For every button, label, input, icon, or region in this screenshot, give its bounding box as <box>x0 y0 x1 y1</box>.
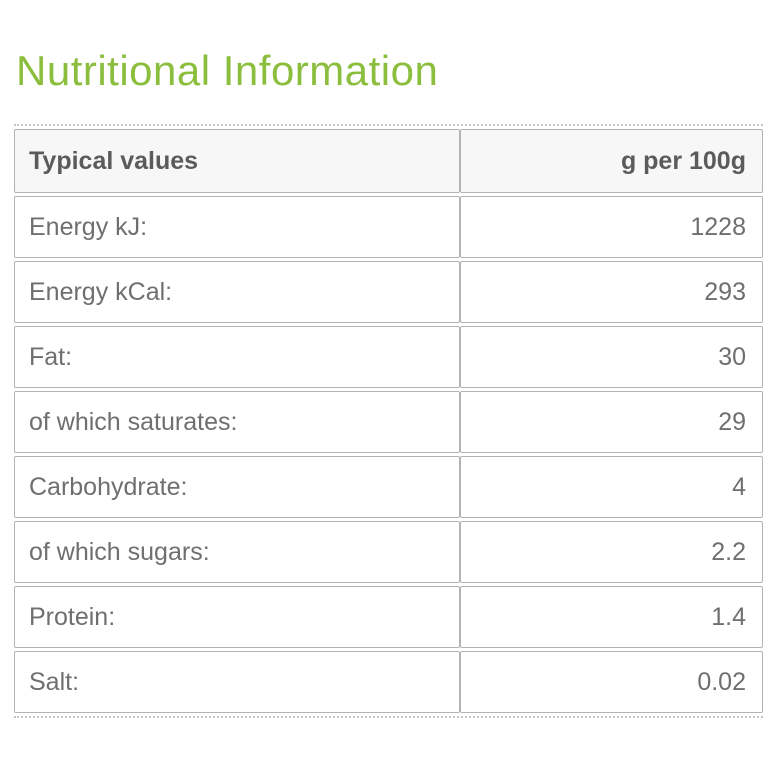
nutrient-value: 1228 <box>460 196 763 259</box>
table-row: of which sugars: 2.2 <box>14 521 763 584</box>
table-row: Energy kJ: 1228 <box>14 196 763 259</box>
nutrient-label: Protein: <box>14 586 460 649</box>
table-row: Protein: 1.4 <box>14 586 763 649</box>
nutrient-label: Carbohydrate: <box>14 456 460 519</box>
nutrient-label: Fat: <box>14 326 460 389</box>
nutrition-table: Typical values g per 100g Energy kJ: 122… <box>14 124 763 719</box>
header-row: Typical values g per 100g <box>14 129 763 194</box>
nutrient-value: 30 <box>460 326 763 389</box>
nutrient-value: 4 <box>460 456 763 519</box>
nutrient-label: of which saturates: <box>14 391 460 454</box>
nutrition-table-header: Typical values g per 100g <box>14 129 763 194</box>
nutrition-page: Nutritional Information Typical values g… <box>0 47 784 784</box>
nutrient-value: 0.02 <box>460 651 763 714</box>
table-row: Salt: 0.02 <box>14 651 763 714</box>
nutrient-value: 1.4 <box>460 586 763 649</box>
table-row: of which saturates: 29 <box>14 391 763 454</box>
nutrient-value: 29 <box>460 391 763 454</box>
nutrient-label: Salt: <box>14 651 460 714</box>
column-header-typical-values: Typical values <box>14 129 460 194</box>
table-row: Carbohydrate: 4 <box>14 456 763 519</box>
table-row: Fat: 30 <box>14 326 763 389</box>
nutrient-label: of which sugars: <box>14 521 460 584</box>
nutrient-label: Energy kJ: <box>14 196 460 259</box>
table-row: Energy kCal: 293 <box>14 261 763 324</box>
column-header-per-100g: g per 100g <box>460 129 763 194</box>
nutrient-label: Energy kCal: <box>14 261 460 324</box>
page-title: Nutritional Information <box>16 47 439 94</box>
nutrition-table-body: Energy kJ: 1228 Energy kCal: 293 Fat: 30… <box>14 196 763 714</box>
nutrient-value: 2.2 <box>460 521 763 584</box>
nutrient-value: 293 <box>460 261 763 324</box>
